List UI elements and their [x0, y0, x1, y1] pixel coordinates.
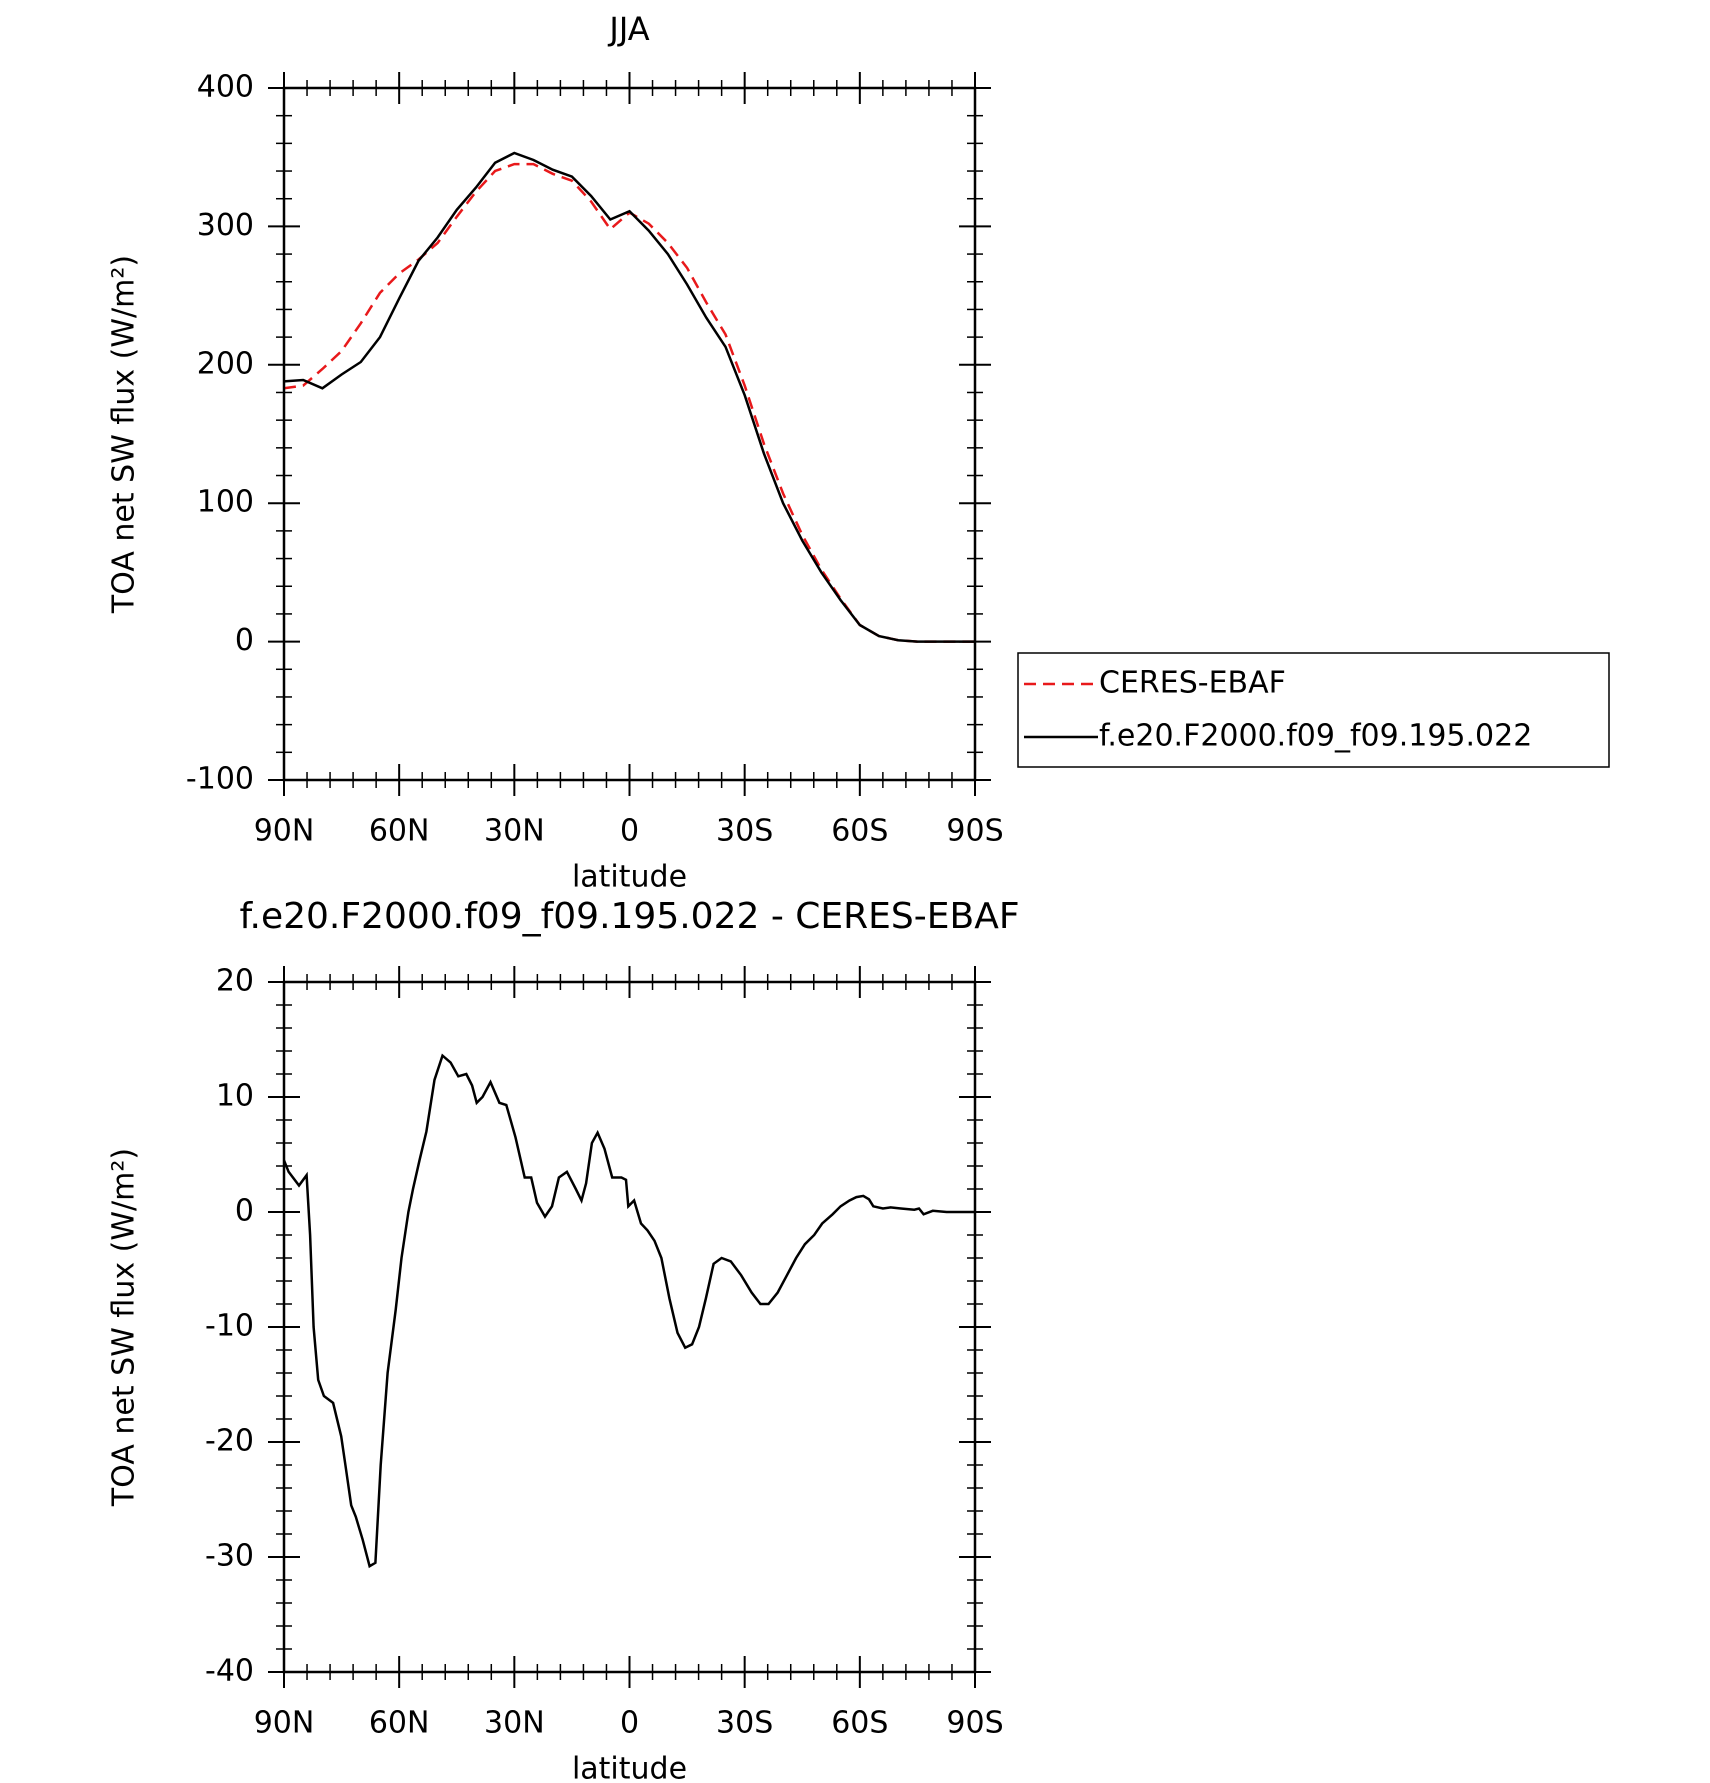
y-tick-label: 100: [197, 485, 254, 520]
y-tick-label: -100: [186, 762, 254, 797]
x-tick-label: 60S: [831, 814, 888, 849]
x-tick-label: 30N: [484, 814, 545, 849]
data-line: [283, 151, 975, 643]
x-axis-label: latitude: [572, 860, 687, 895]
x-tick-label: 0: [620, 814, 639, 849]
y-tick-label: 400: [197, 70, 254, 105]
chart-title: f.e20.F2000.f09_f09.195.022 - CERES-EBAF: [239, 896, 1019, 937]
y-tick-label: 200: [197, 346, 254, 381]
x-tick-label: 30S: [716, 814, 773, 849]
x-tick-label: 90S: [946, 1706, 1003, 1741]
y-tick-label: -10: [205, 1309, 254, 1344]
chart-title: JJA: [607, 10, 649, 48]
y-tick-label: 0: [235, 1194, 254, 1229]
y-tick-label: -30: [205, 1539, 254, 1574]
x-tick-label: 30N: [484, 1706, 545, 1741]
legend-box: [1017, 652, 1610, 768]
plot-frame: [282, 980, 977, 1674]
x-tick-label: 60N: [369, 1706, 430, 1741]
y-tick-label: 10: [216, 1079, 254, 1114]
plot-frame: [282, 86, 977, 782]
legend-label: CERES-EBAF: [1099, 666, 1286, 701]
y-tick-label: 300: [197, 208, 254, 243]
y-axis-label: TOA net SW flux (W/m²): [107, 1148, 142, 1507]
y-tick-label: -20: [205, 1424, 254, 1459]
x-tick-label: 90N: [254, 1706, 315, 1741]
data-line: [283, 162, 975, 643]
x-tick-label: 30S: [716, 1706, 773, 1741]
x-tick-label: 0: [620, 1706, 639, 1741]
y-tick-label: 20: [216, 964, 254, 999]
x-tick-label: 60S: [831, 1706, 888, 1741]
data-line: [282, 1053, 975, 1569]
x-tick-label: 90N: [254, 814, 315, 849]
y-tick-label: -40: [205, 1654, 254, 1689]
x-axis-label: latitude: [572, 1752, 687, 1783]
y-tick-label: 0: [235, 623, 254, 658]
x-tick-label: 60N: [369, 814, 430, 849]
legend-label: f.e20.F2000.f09_f09.195.022: [1099, 719, 1532, 754]
x-tick-label: 90S: [946, 814, 1003, 849]
y-axis-label: TOA net SW flux (W/m²): [107, 255, 142, 614]
